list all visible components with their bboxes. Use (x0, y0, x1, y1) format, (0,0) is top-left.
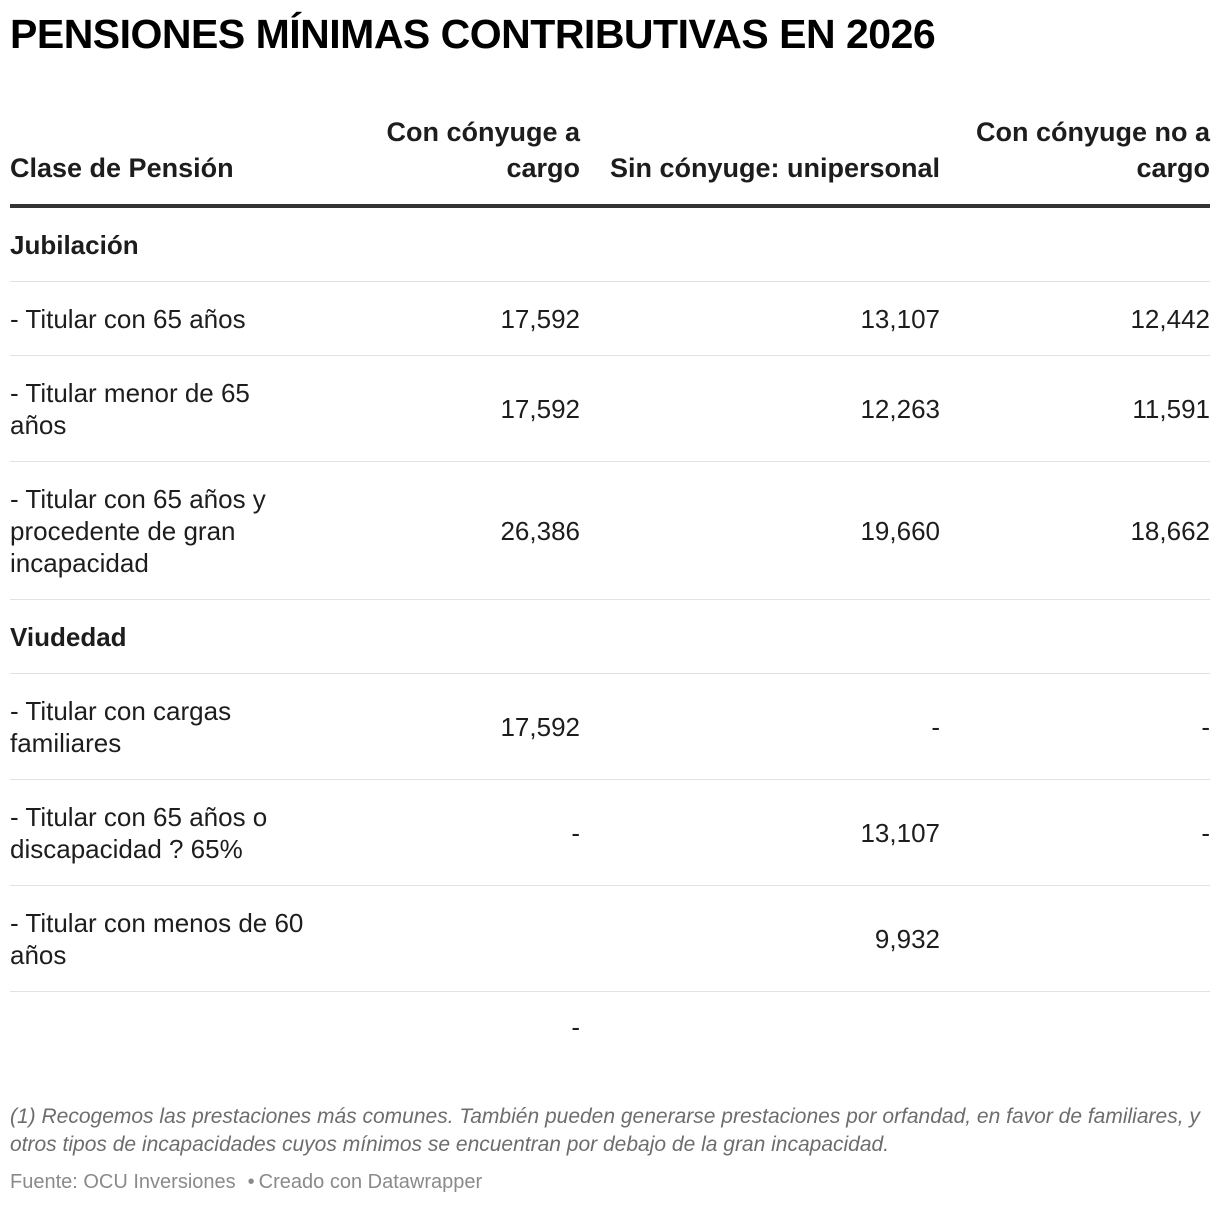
table-cell: - Titular menor de 65 años (10, 377, 250, 440)
chart-footer: Fuente: OCU Inversiones • Creado con Dataw… (10, 1168, 482, 1196)
table-cell: 13,107 (860, 303, 940, 334)
table-row: - Titular con 65 años 17,592 13,107 12,4… (10, 282, 1210, 356)
table-cell: 19,660 (860, 515, 940, 546)
table-row: - Titular con menos de 60 años 9,932 (10, 886, 1210, 992)
source-text: Fuente: OCU Inversiones (10, 1171, 236, 1193)
column-header-clase[interactable]: Clase de Pensión (10, 153, 234, 183)
table-row: - Titular con 65 años o discapacidad ? 6… (10, 780, 1210, 886)
table-row: - (10, 992, 1210, 1062)
chart-notes: (1) Recogemos las prestaciones más comun… (10, 1105, 1200, 1156)
table-cell: 12,263 (860, 393, 940, 424)
table-row-section-jubilacion: Jubilación (10, 208, 1210, 282)
table-cell: - Titular con 65 años (10, 303, 246, 334)
table-row: - Titular menor de 65 años 17,592 12,263… (10, 356, 1210, 462)
table-cell: - Titular con 65 años y procedente de gr… (10, 483, 266, 578)
table-cell: 11,591 (1132, 393, 1210, 424)
table-cell: 17,592 (500, 303, 580, 334)
table-cell: - (571, 1012, 580, 1042)
table-cell: - (571, 817, 580, 848)
table-cell: - Titular con menos de 60 años (10, 907, 304, 970)
table-cell: - Titular con cargas familiares (10, 695, 232, 758)
table-header-row: Clase de Pensión Con cónyuge a cargo Sin… (10, 112, 1210, 208)
column-header-con-conyuge-a-cargo[interactable]: Con cónyuge a cargo (386, 117, 580, 183)
pension-table: Clase de Pensión Con cónyuge a cargo Sin… (10, 112, 1210, 1062)
table-cell: 26,386 (500, 515, 580, 546)
table-cell: 9,932 (874, 923, 940, 954)
table-cell: Jubilación (10, 229, 139, 260)
credit-link[interactable]: Creado con Datawrapper (258, 1171, 483, 1193)
column-header-sin-conyuge[interactable]: Sin cónyuge: unipersonal (609, 153, 940, 183)
table-row-section-viudedad: Viudedad (10, 600, 1210, 674)
table-row: - Titular con 65 años y procedente de gr… (10, 462, 1210, 600)
table-cell: - Titular con 65 años o discapacidad ? 6… (10, 801, 268, 864)
footer-separator: • (247, 1171, 255, 1193)
chart-title: PENSIONES MÍNIMAS CONTRIBUTIVAS EN 2026 (10, 11, 936, 57)
table-cell: 17,592 (500, 711, 580, 742)
table-cell: 17,592 (500, 393, 580, 424)
table-cell: 12,442 (1130, 303, 1210, 334)
table-cell: - (1201, 817, 1210, 848)
table-cell: 13,107 (860, 817, 940, 848)
table-row: - Titular con cargas familiares 17,592 -… (10, 674, 1210, 780)
table-cell: - (931, 711, 940, 742)
table-cell: - (1201, 711, 1210, 742)
table-cell: Viudedad (10, 621, 127, 652)
table-cell: 18,662 (1130, 515, 1210, 546)
column-header-con-conyuge-no-a-cargo[interactable]: Con cónyuge no a cargo (975, 117, 1210, 183)
